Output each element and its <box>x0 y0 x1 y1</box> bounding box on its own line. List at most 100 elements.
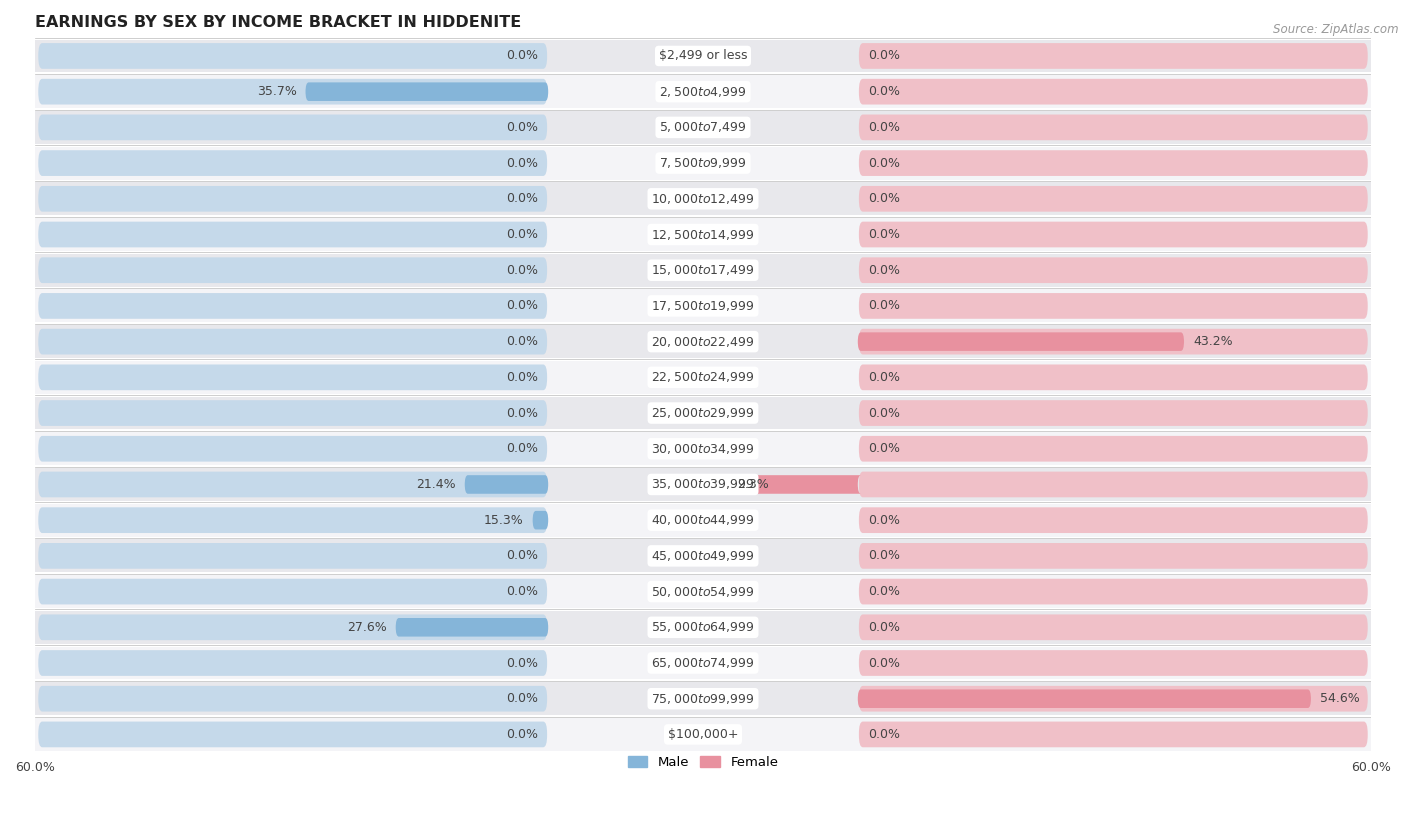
Text: 0.0%: 0.0% <box>506 228 538 241</box>
Text: 21.4%: 21.4% <box>416 478 456 491</box>
Text: 0.0%: 0.0% <box>506 335 538 348</box>
Bar <box>35 146 1371 180</box>
Text: $75,000 to $99,999: $75,000 to $99,999 <box>651 692 755 706</box>
Text: $45,000 to $49,999: $45,000 to $49,999 <box>651 549 755 563</box>
Text: 0.0%: 0.0% <box>506 157 538 170</box>
FancyBboxPatch shape <box>38 79 547 105</box>
Bar <box>35 397 1371 429</box>
Text: 0.0%: 0.0% <box>506 657 538 670</box>
Bar <box>35 254 1371 287</box>
FancyBboxPatch shape <box>859 43 1368 69</box>
Text: EARNINGS BY SEX BY INCOME BRACKET IN HIDDENITE: EARNINGS BY SEX BY INCOME BRACKET IN HID… <box>35 15 522 30</box>
Bar <box>35 611 1371 644</box>
Text: 0.0%: 0.0% <box>506 193 538 206</box>
Text: 0.0%: 0.0% <box>868 193 900 206</box>
Text: 0.0%: 0.0% <box>868 728 900 741</box>
FancyBboxPatch shape <box>859 222 1368 247</box>
Text: 0.0%: 0.0% <box>506 121 538 134</box>
FancyBboxPatch shape <box>859 650 1368 676</box>
FancyBboxPatch shape <box>859 722 1368 747</box>
Text: 0.0%: 0.0% <box>868 442 900 455</box>
Text: $15,000 to $17,499: $15,000 to $17,499 <box>651 263 755 277</box>
Bar <box>35 289 1371 322</box>
FancyBboxPatch shape <box>859 258 1368 283</box>
Bar <box>35 540 1371 572</box>
FancyBboxPatch shape <box>38 579 547 604</box>
Text: 0.0%: 0.0% <box>506 263 538 276</box>
FancyBboxPatch shape <box>859 364 1368 390</box>
Bar <box>35 718 1371 751</box>
Text: $30,000 to $34,999: $30,000 to $34,999 <box>651 441 755 456</box>
FancyBboxPatch shape <box>533 511 548 529</box>
Text: $50,000 to $54,999: $50,000 to $54,999 <box>651 585 755 598</box>
Text: $2,500 to $4,999: $2,500 to $4,999 <box>659 85 747 98</box>
Text: $25,000 to $29,999: $25,000 to $29,999 <box>651 406 755 420</box>
FancyBboxPatch shape <box>465 475 548 493</box>
Text: 2.3%: 2.3% <box>738 478 769 491</box>
FancyBboxPatch shape <box>38 615 547 640</box>
FancyBboxPatch shape <box>38 364 547 390</box>
Text: 35.7%: 35.7% <box>257 85 297 98</box>
Bar <box>35 40 1371 72</box>
Bar <box>35 575 1371 608</box>
Bar <box>35 504 1371 537</box>
FancyBboxPatch shape <box>859 400 1368 426</box>
FancyBboxPatch shape <box>859 686 1368 711</box>
FancyBboxPatch shape <box>725 475 860 493</box>
Bar <box>35 433 1371 465</box>
Text: $100,000+: $100,000+ <box>668 728 738 741</box>
Bar <box>35 682 1371 715</box>
Text: 43.2%: 43.2% <box>1192 335 1233 348</box>
Text: 0.0%: 0.0% <box>506 371 538 384</box>
Text: 0.0%: 0.0% <box>506 692 538 705</box>
Text: 0.0%: 0.0% <box>868 585 900 598</box>
FancyBboxPatch shape <box>38 150 547 176</box>
Bar <box>35 361 1371 393</box>
FancyBboxPatch shape <box>859 507 1368 533</box>
Bar <box>35 76 1371 108</box>
Text: 0.0%: 0.0% <box>506 299 538 312</box>
Text: $10,000 to $12,499: $10,000 to $12,499 <box>651 192 755 206</box>
Text: 15.3%: 15.3% <box>484 514 524 527</box>
FancyBboxPatch shape <box>858 333 1184 351</box>
Text: $65,000 to $74,999: $65,000 to $74,999 <box>651 656 755 670</box>
Text: 0.0%: 0.0% <box>868 371 900 384</box>
Bar <box>35 646 1371 680</box>
Bar <box>35 111 1371 144</box>
FancyBboxPatch shape <box>38 650 547 676</box>
Text: 0.0%: 0.0% <box>506 728 538 741</box>
Text: 0.0%: 0.0% <box>868 157 900 170</box>
FancyBboxPatch shape <box>38 472 547 498</box>
Text: 0.0%: 0.0% <box>868 121 900 134</box>
FancyBboxPatch shape <box>859 543 1368 569</box>
FancyBboxPatch shape <box>305 82 548 101</box>
Text: 0.0%: 0.0% <box>506 550 538 563</box>
Legend: Male, Female: Male, Female <box>623 750 783 774</box>
Text: $12,500 to $14,999: $12,500 to $14,999 <box>651 228 755 241</box>
Text: $2,499 or less: $2,499 or less <box>659 50 747 63</box>
Text: 0.0%: 0.0% <box>868 299 900 312</box>
FancyBboxPatch shape <box>859 579 1368 604</box>
Text: 0.0%: 0.0% <box>868 85 900 98</box>
FancyBboxPatch shape <box>38 400 547 426</box>
Text: $55,000 to $64,999: $55,000 to $64,999 <box>651 620 755 634</box>
Text: $40,000 to $44,999: $40,000 to $44,999 <box>651 513 755 527</box>
Text: 0.0%: 0.0% <box>868 514 900 527</box>
Text: 0.0%: 0.0% <box>868 657 900 670</box>
Text: 0.0%: 0.0% <box>506 442 538 455</box>
FancyBboxPatch shape <box>38 507 547 533</box>
Bar <box>35 325 1371 358</box>
FancyBboxPatch shape <box>38 293 547 319</box>
Text: $7,500 to $9,999: $7,500 to $9,999 <box>659 156 747 170</box>
Text: 0.0%: 0.0% <box>868 50 900 63</box>
Text: $17,500 to $19,999: $17,500 to $19,999 <box>651 299 755 313</box>
FancyBboxPatch shape <box>38 686 547 711</box>
FancyBboxPatch shape <box>38 222 547 247</box>
FancyBboxPatch shape <box>38 328 547 354</box>
Text: 54.6%: 54.6% <box>1320 692 1360 705</box>
FancyBboxPatch shape <box>38 43 547 69</box>
Text: 0.0%: 0.0% <box>506 585 538 598</box>
FancyBboxPatch shape <box>38 722 547 747</box>
Text: 0.0%: 0.0% <box>868 228 900 241</box>
Text: 0.0%: 0.0% <box>506 406 538 420</box>
